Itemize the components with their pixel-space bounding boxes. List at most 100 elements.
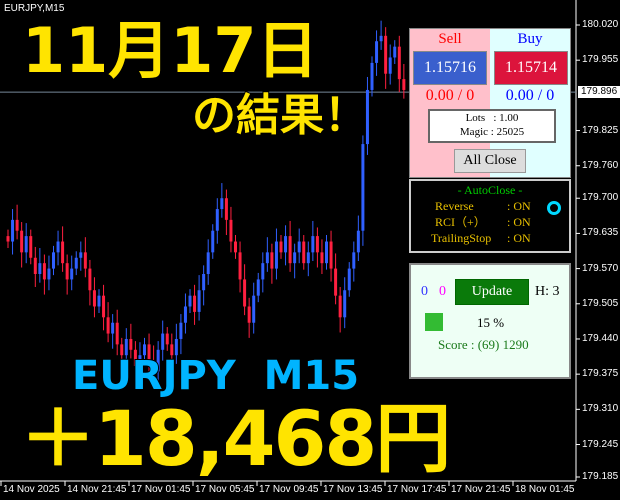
price-tick-label: 179.700 (582, 192, 619, 204)
buy-pl: 0.00 / 0 (505, 87, 555, 104)
candle-body (92, 290, 96, 307)
count-blue: 0 (421, 284, 428, 299)
candle-body (338, 295, 342, 318)
price-tick-label: 179.825 (582, 124, 619, 136)
price-tick-label: 179.245 (582, 438, 619, 450)
candle-body (284, 236, 288, 253)
candle-body (252, 295, 256, 323)
candle-body (220, 198, 224, 210)
score: Score : (69) 1290 (438, 337, 529, 352)
candle-body (297, 241, 301, 253)
candle-body (61, 241, 65, 264)
chart-title: EURJPY,M15 (4, 3, 65, 14)
price-tick-label: 179.570 (582, 262, 619, 274)
candle-body (302, 241, 306, 264)
overlay-profit: ＋18,468円 (19, 394, 452, 483)
candle-body (211, 230, 215, 253)
autoclose-row: RCI（+）: ON (411, 215, 569, 229)
candle-body (320, 252, 324, 264)
autoclose-row: Reverse: ON (411, 199, 569, 213)
price-tick-label: 179.310 (582, 403, 619, 415)
candle-body (152, 360, 156, 372)
candle-body (102, 295, 106, 318)
overlay-result: の結果！ (191, 90, 369, 141)
candle-body (238, 252, 242, 280)
candle-body (179, 322, 183, 339)
lots-text: Lots : 1.00 (465, 112, 519, 124)
candle-body (329, 241, 333, 269)
buy-button[interactable]: 1.15714 (494, 51, 568, 85)
candle-body (83, 252, 87, 269)
candle-body (70, 268, 74, 280)
candle-body (115, 322, 119, 345)
sell-header: Sell (438, 31, 462, 47)
percent: 15 % (477, 315, 505, 330)
h-value: H: 3 (535, 284, 560, 299)
candle-body (42, 263, 46, 280)
sell-button[interactable]: 1.15716 (413, 51, 487, 85)
candle-body (174, 338, 178, 356)
time-tick-label: 17 Nov 21:45 (451, 484, 511, 495)
status-square-icon (425, 313, 443, 331)
magic-text: Magic : 25025 (459, 126, 525, 138)
candle-body (306, 252, 310, 264)
candle-body (29, 236, 33, 258)
candle-body (111, 322, 115, 334)
candle-body (402, 79, 406, 90)
overlay-date: 11月17日 (21, 14, 320, 87)
candle-body (229, 219, 233, 242)
candle-body (265, 252, 269, 264)
overlay-symbol: EURJPY M15 (71, 353, 360, 399)
candle-body (206, 252, 210, 275)
time-tick-label: 17 Nov 01:45 (131, 484, 191, 495)
candle-body (388, 57, 392, 74)
autoclose-value: : ON (507, 231, 531, 245)
candle-body (133, 349, 137, 367)
candle-body (6, 236, 10, 242)
candle-body (15, 219, 19, 231)
update-panel: 0 0 Update H: 3 15 % Score : (69) 1290 (409, 263, 571, 379)
time-tick-label: 14 Nov 21:45 (67, 484, 127, 495)
candle-body (188, 295, 192, 307)
autoclose-panel: - AutoClose - Reverse: ON RCI（+）: ON Tra… (409, 179, 571, 253)
candle-body (120, 344, 124, 356)
candle-body (38, 263, 42, 275)
candle-body (47, 268, 51, 280)
trade-panel: Sell Buy 1.15716 1.15714 0.00 / 0 0.00 /… (409, 28, 571, 178)
candle-body (143, 344, 146, 356)
price-tick-label: 179.760 (582, 159, 619, 171)
time-tick-label: 18 Nov 01:45 (515, 484, 575, 495)
price-tick-label: 180.020 (582, 19, 619, 30)
current-price-label: 179.896 (578, 86, 620, 98)
update-button[interactable]: Update (455, 279, 529, 305)
candle-body (183, 306, 187, 323)
candle-body (97, 295, 101, 307)
candle-body (224, 198, 228, 220)
candle-body (325, 241, 328, 264)
autoclose-value: : ON (507, 199, 531, 213)
autoclose-row: TrailingStop : ON (411, 231, 569, 245)
candle-body (197, 290, 201, 312)
candle-body (202, 274, 206, 291)
time-tick-label: 17 Nov 09:45 (259, 484, 319, 495)
candle-body (347, 268, 351, 291)
candle-body (397, 46, 401, 80)
candle-body (170, 344, 174, 356)
buy-header: Buy (517, 31, 543, 47)
price-tick-label: 179.440 (582, 332, 619, 344)
autoclose-label: TrailingStop (431, 231, 492, 245)
sell-pl: 0.00 / 0 (425, 87, 475, 104)
candle-body (138, 355, 142, 367)
candle-body (288, 236, 292, 264)
all-close-button[interactable]: All Close (454, 149, 526, 173)
candle-body (379, 35, 383, 42)
candle-body (334, 268, 338, 296)
price-tick-label: 179.635 (582, 227, 619, 239)
candle-body (11, 219, 15, 242)
candle-body (393, 46, 397, 58)
candle-body (20, 230, 24, 253)
candle-body (24, 236, 28, 253)
candle-body (65, 263, 69, 280)
price-tick-label: 179.375 (582, 368, 619, 380)
